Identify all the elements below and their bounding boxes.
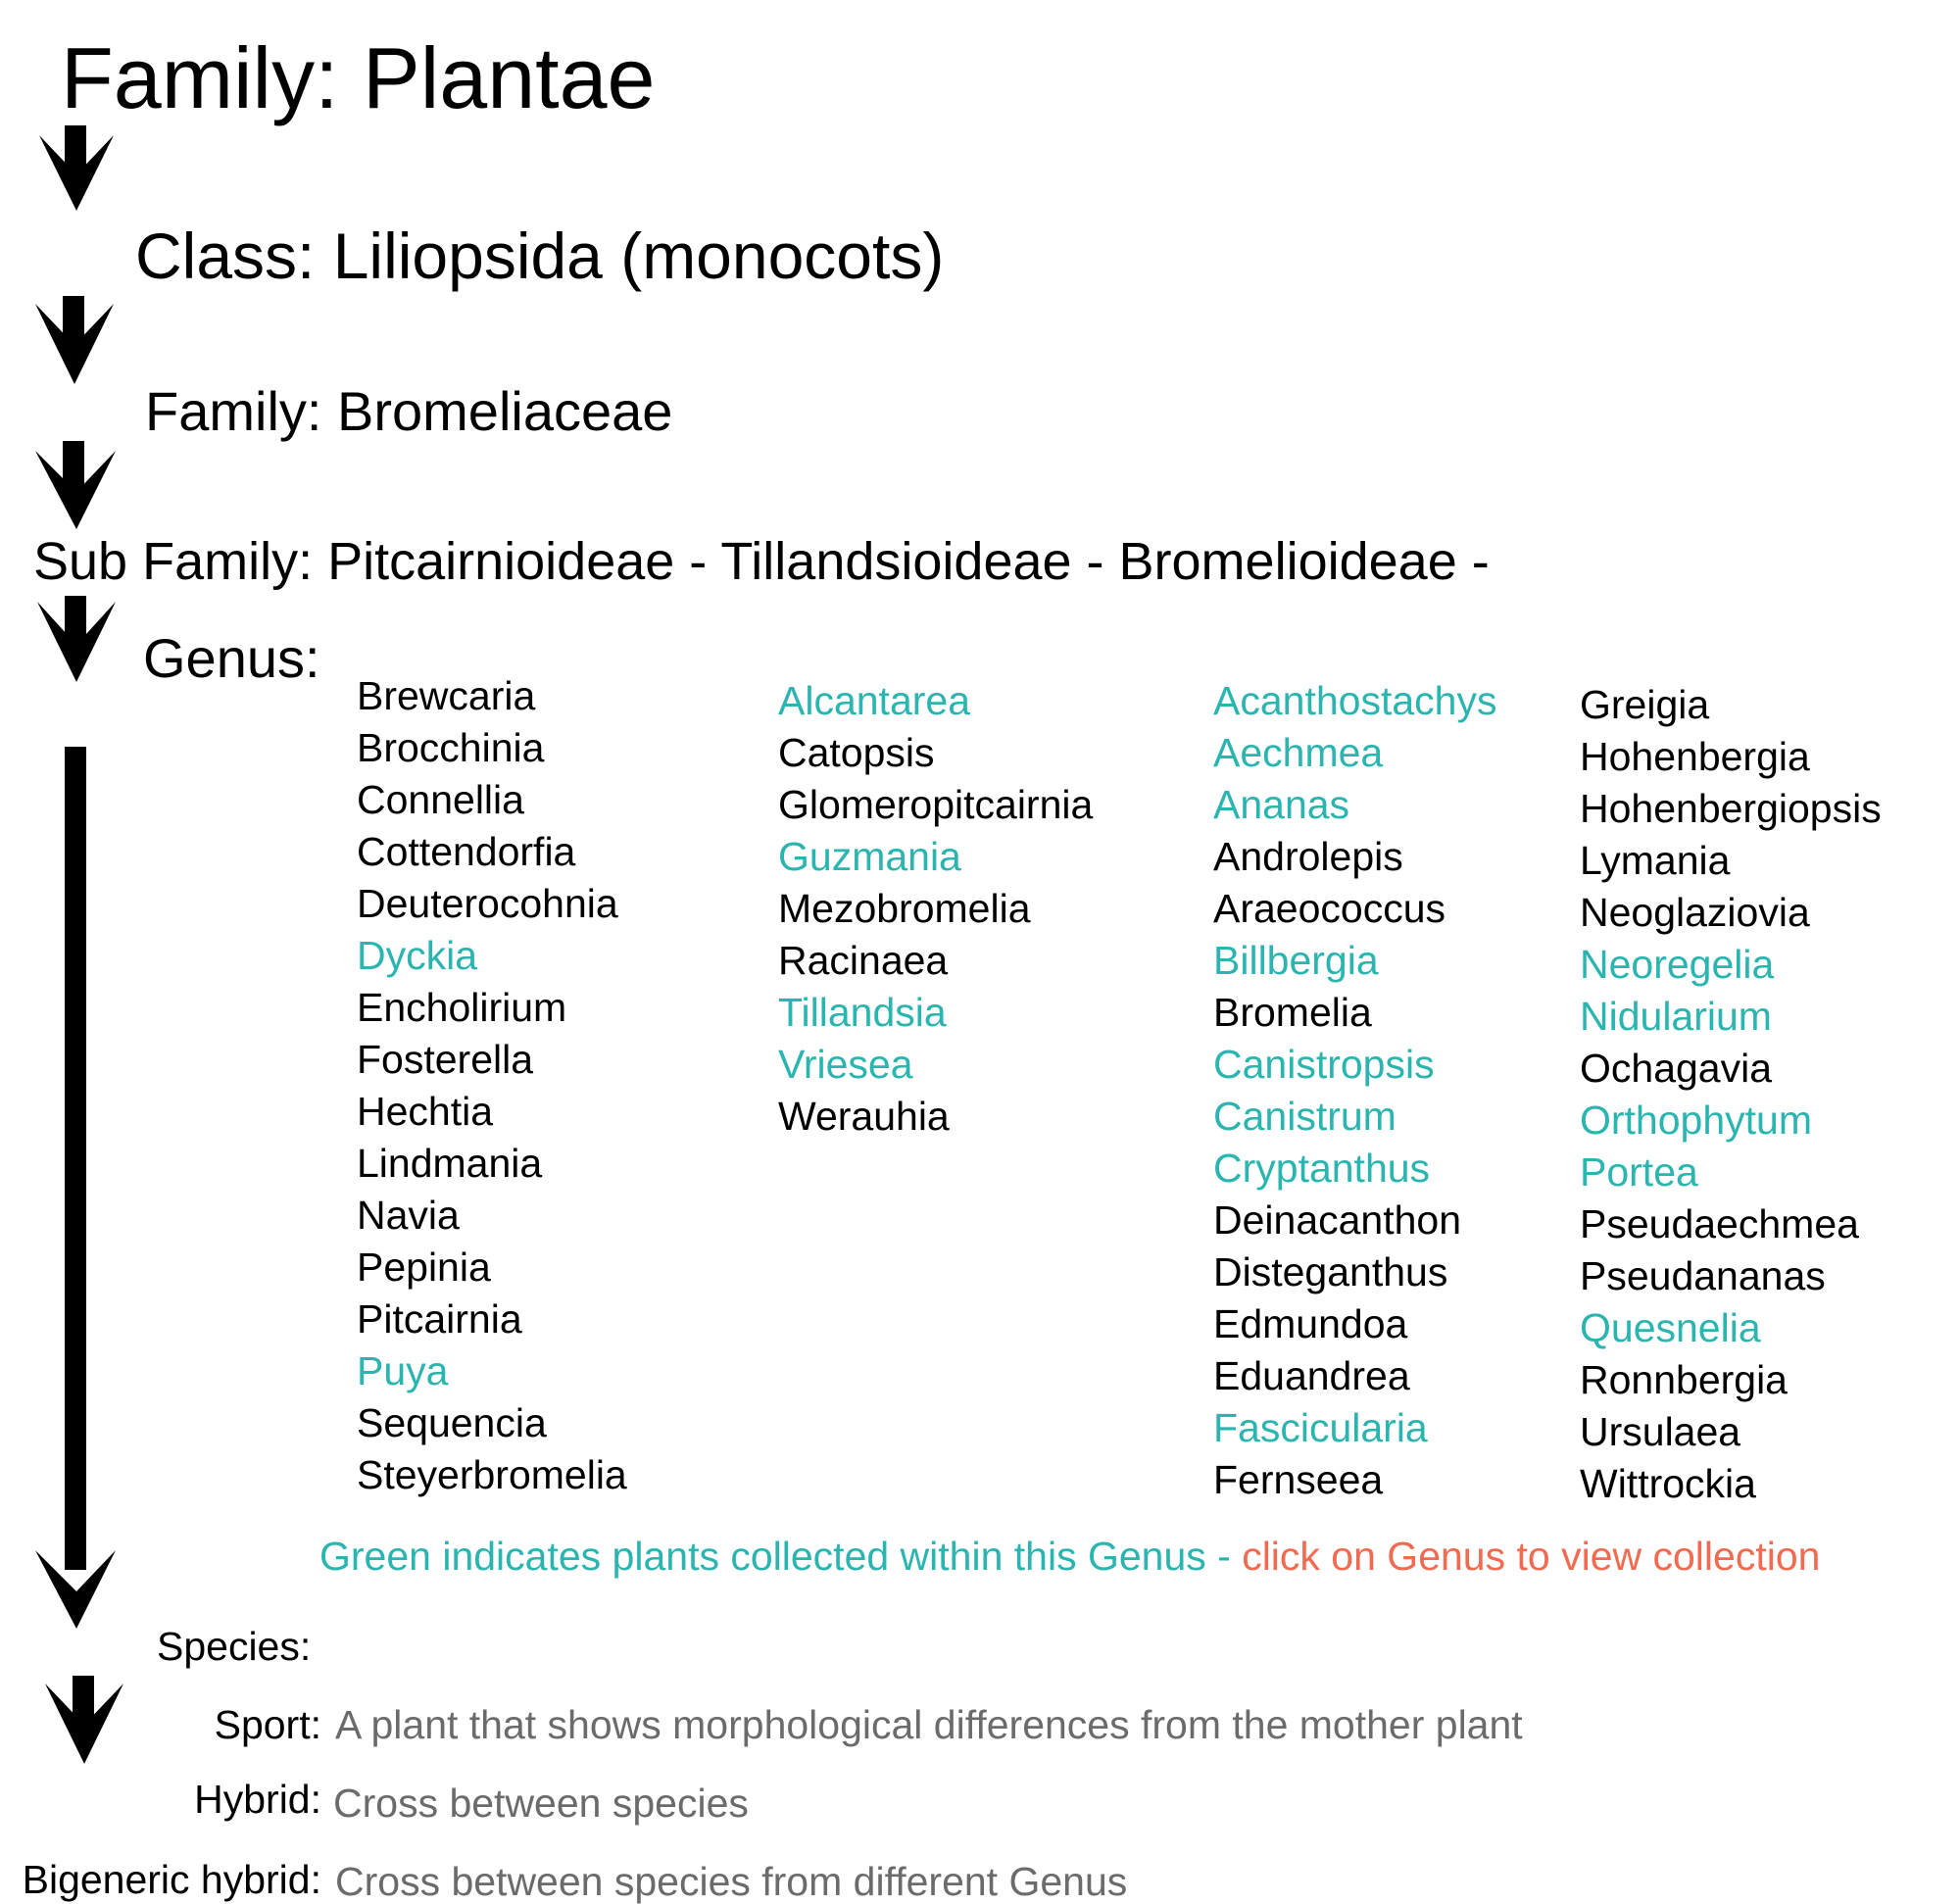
genus-sequencia: Sequencia [357, 1400, 547, 1445]
genus-disteganthus: Disteganthus [1213, 1249, 1448, 1294]
bigeneric-hybrid-label: Bigeneric hybrid: [22, 1857, 321, 1902]
collected-note: Green indicates plants collected within … [319, 1534, 1243, 1579]
genus-column-tillandsioideae: Alcantarea Catopsis Glomeropitcairnia Guzma… [778, 675, 1093, 1143]
genus-ursulaea: Ursulaea [1580, 1409, 1741, 1454]
arrow-down-icon [35, 747, 116, 1629]
genus-steyerbromelia: Steyerbromelia [357, 1452, 627, 1497]
genus-greigia: Greigia [1580, 682, 1710, 727]
rank-kingdom: Family: Plantae [61, 29, 656, 126]
genus-hechtia: Hechtia [357, 1089, 494, 1134]
genus-mezobromelia: Mezobromelia [778, 886, 1031, 931]
genus-tillandsia[interactable]: Tillandsia [778, 990, 947, 1035]
genus-nidularium[interactable]: Nidularium [1580, 994, 1772, 1039]
genus-dyckia[interactable]: Dyckia [357, 933, 478, 978]
genus-encholirium: Encholirium [357, 985, 567, 1030]
genus-fascicularia[interactable]: Fascicularia [1213, 1405, 1428, 1450]
bigeneric-hybrid-description: Cross between species from different Gen… [335, 1859, 1128, 1904]
genus-acanthostachys[interactable]: Acanthostachys [1213, 678, 1497, 723]
genus-canistrum[interactable]: Canistrum [1213, 1094, 1396, 1139]
genus-brewcaria: Brewcaria [357, 673, 536, 718]
genus-cottendorfia: Cottendorfia [357, 829, 576, 874]
genus-fernseea: Fernseea [1213, 1457, 1384, 1502]
genus-pepinia: Pepinia [357, 1245, 491, 1290]
hybrid-description: Cross between species [333, 1781, 749, 1826]
genus-deinacanthon: Deinacanthon [1213, 1197, 1462, 1243]
genus-billbergia[interactable]: Billbergia [1213, 938, 1379, 983]
arrow-down-icon [35, 296, 114, 384]
genus-pseudananas: Pseudananas [1580, 1253, 1826, 1298]
genus-catopsis: Catopsis [778, 730, 935, 775]
genus-werauhia: Werauhia [778, 1094, 950, 1139]
rank-class: Class: Liliopsida (monocots) [135, 220, 945, 292]
arrow-down-icon [35, 441, 116, 529]
genus-hohenbergiopsis: Hohenbergiopsis [1580, 786, 1882, 831]
genus-brocchinia: Brocchinia [357, 725, 545, 770]
genus-quesnelia[interactable]: Quesnelia [1580, 1305, 1761, 1350]
genus-puya[interactable]: Puya [357, 1348, 449, 1393]
rank-genus-label: Genus: [143, 627, 320, 689]
genus-hohenbergia: Hohenbergia [1580, 734, 1810, 779]
genus-fosterella: Fosterella [357, 1037, 534, 1082]
genus-navia: Navia [357, 1193, 460, 1238]
genus-portea[interactable]: Portea [1580, 1149, 1698, 1195]
genus-lindmania: Lindmania [357, 1141, 543, 1186]
rank-family: Family: Bromeliaceae [145, 380, 673, 442]
legend-note: Green indicates plants collected within … [319, 1537, 1820, 1577]
genus-orthophytum[interactable]: Orthophytum [1580, 1098, 1812, 1143]
genus-eduandrea: Eduandrea [1213, 1353, 1410, 1398]
rank-subfamily: Sub Family: Pitcairnioideae - Tillandsio… [33, 532, 1490, 591]
genus-column-bromelioideae-b: Greigia Hohenbergia Hohenbergiopsis Lymania… [1580, 679, 1882, 1510]
species-label: Species: [157, 1624, 312, 1669]
genus-column-bromelioideae-a: Acanthostachys Aechmea Ananas Androlepis Ara… [1213, 675, 1496, 1506]
genus-guzmania[interactable]: Guzmania [778, 834, 961, 879]
genus-ochagavia: Ochagavia [1580, 1046, 1773, 1091]
genus-canistropsis[interactable]: Canistropsis [1213, 1042, 1435, 1087]
genus-racinaea: Racinaea [778, 938, 949, 983]
genus-ronnbergia: Ronnbergia [1580, 1357, 1788, 1402]
genus-neoregelia[interactable]: Neoregelia [1580, 942, 1775, 987]
genus-ananas[interactable]: Ananas [1213, 782, 1350, 827]
genus-edmundoa: Edmundoa [1213, 1301, 1408, 1346]
hybrid-label: Hybrid: [194, 1777, 321, 1822]
genus-column-pitcairnioideae: Brewcaria Brocchinia Connellia Cottendorfia… [357, 670, 627, 1501]
genus-deuterocohnia: Deuterocohnia [357, 881, 618, 926]
genus-cryptanthus[interactable]: Cryptanthus [1213, 1146, 1431, 1191]
genus-pitcairnia: Pitcairnia [357, 1296, 522, 1342]
genus-connellia: Connellia [357, 777, 524, 822]
click-note[interactable]: click on Genus to view collection [1242, 1534, 1821, 1579]
genus-bromelia: Bromelia [1213, 990, 1372, 1035]
genus-aechmea[interactable]: Aechmea [1213, 730, 1384, 775]
genus-lymania: Lymania [1580, 838, 1731, 883]
arrow-down-icon [39, 125, 114, 211]
sport-description: A plant that shows morphological differe… [335, 1702, 1523, 1747]
genus-vriesea[interactable]: Vriesea [778, 1042, 913, 1087]
genus-androlepis: Androlepis [1213, 834, 1403, 879]
genus-araeococcus: Araeococcus [1213, 886, 1446, 931]
arrow-down-icon [45, 1676, 123, 1764]
genus-pseudaechmea: Pseudaechmea [1580, 1201, 1859, 1246]
arrow-down-icon [37, 596, 116, 682]
genus-glomeropitcairnia: Glomeropitcairnia [778, 782, 1094, 827]
genus-alcantarea[interactable]: Alcantarea [778, 678, 971, 723]
sport-label: Sport: [214, 1702, 321, 1747]
genus-wittrockia: Wittrockia [1580, 1461, 1756, 1506]
genus-neoglaziovia: Neoglaziovia [1580, 890, 1810, 935]
